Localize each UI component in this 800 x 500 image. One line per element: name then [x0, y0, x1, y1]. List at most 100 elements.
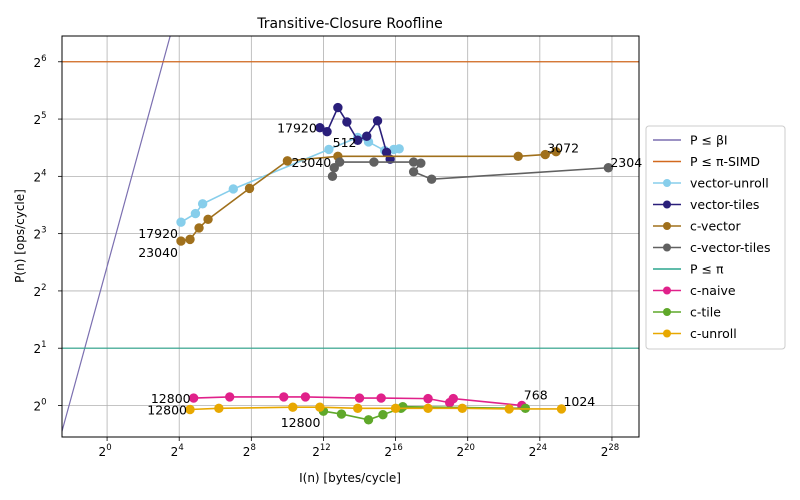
point-annotation: 12800: [281, 415, 321, 430]
legend-label: P ≤ π-SIMD: [690, 154, 760, 169]
c-vector-point: [513, 151, 523, 162]
legend-box: [645, 125, 786, 350]
y-axis-label: P(n) [ops/cycle]: [13, 189, 27, 283]
c-unroll-point: [214, 403, 224, 414]
c-unroll-point: [353, 403, 363, 414]
series-vector-tiles: [315, 102, 395, 164]
c-unroll-point: [457, 403, 467, 414]
vector-unroll-point: [324, 144, 334, 155]
vector-tiles-point: [353, 135, 363, 145]
y-tick-exponent: 5: [41, 111, 46, 121]
legend-label: c-vector: [690, 219, 742, 234]
legend-swatch-marker: [663, 243, 671, 252]
x-tick-exponent: 8: [250, 443, 255, 453]
c-vector-point: [194, 223, 204, 233]
c-vector-line: [180, 150, 557, 242]
c-vector-tiles-point: [334, 157, 345, 167]
legend-item-vector-unroll: vector-unroll: [653, 176, 769, 191]
data-series: [176, 102, 614, 425]
c-vector-tiles-point: [416, 158, 426, 168]
c-vector-point: [185, 234, 195, 245]
c-naive-point: [300, 392, 311, 402]
c-vector-tiles-point: [369, 157, 379, 167]
legend-item-c-naive: c-naive: [653, 283, 736, 298]
y-tick-exponent: 6: [41, 54, 46, 64]
legend-swatch-marker: [663, 179, 671, 187]
point-annotation: 17920: [138, 226, 178, 241]
c-unroll-line: [189, 406, 562, 411]
c-tile-point: [336, 409, 347, 419]
legend-swatch-marker: [663, 200, 671, 209]
c-vector-point: [551, 147, 561, 157]
c-unroll-point: [556, 404, 567, 414]
legend-swatch-marker: [663, 308, 671, 316]
x-axis-label: I(n) [bytes/cycle]: [299, 471, 401, 485]
legend-label: vector-tiles: [690, 197, 759, 212]
y-tick-exponent: 4: [41, 168, 46, 178]
vector-unroll-point: [176, 217, 186, 227]
x-tick-exponent: 16: [392, 443, 403, 453]
series-c-unroll: [185, 402, 567, 415]
vector-tiles-point: [315, 122, 325, 133]
vector-unroll-point: [394, 144, 404, 154]
legend-label: c-naive: [690, 283, 736, 298]
y-tick-exponent: 1: [41, 340, 46, 350]
legend-label: P ≤ βI: [690, 133, 728, 148]
legend-item-p-i: P ≤ βI: [653, 133, 728, 148]
vector-unroll-point: [228, 184, 238, 194]
legend-item-c-unroll: c-unroll: [653, 326, 737, 341]
c-naive-point: [279, 392, 289, 402]
c-tile-point: [363, 415, 374, 425]
legend-swatch-marker: [663, 329, 671, 338]
y-tick-exponent: 2: [41, 283, 46, 293]
legend-item-vector-tiles: vector-tiles: [653, 197, 759, 212]
x-tick-exponent: 28: [608, 443, 619, 453]
vector-tiles-point: [342, 117, 352, 127]
point-annotations: 1792051223040179202304030722304128001280…: [138, 121, 642, 431]
vector-tiles-point: [362, 131, 372, 141]
series-c-vector-tiles: [327, 157, 614, 184]
point-annotation: 17920: [277, 121, 317, 136]
vector-tiles-point: [333, 102, 343, 113]
point-annotation: 23040: [292, 155, 332, 170]
point-annotation: 3072: [547, 141, 579, 156]
c-vector-tiles-point: [327, 171, 338, 182]
c-unroll-point: [315, 402, 325, 412]
point-annotation: 768: [524, 388, 548, 403]
c-vector-point: [282, 156, 293, 166]
roof-lines: [62, 36, 639, 432]
legend-item-c-vector: c-vector: [653, 219, 742, 234]
roof-p-i: [62, 36, 171, 432]
c-naive-point: [354, 393, 365, 403]
legend-item-p: P ≤ π: [653, 262, 724, 277]
legend-label: c-unroll: [690, 326, 737, 341]
point-annotation: 12800: [147, 403, 187, 418]
legend: P ≤ βI P ≤ π-SIMD vector-unroll vector-tile…: [645, 125, 786, 350]
x-tick-exponent: 12: [320, 443, 331, 453]
c-naive-point: [224, 392, 235, 402]
point-annotation: 2304: [610, 155, 642, 170]
c-vector-point: [540, 149, 550, 160]
c-naive-point: [423, 393, 433, 404]
point-annotation: 1024: [563, 394, 595, 409]
c-unroll-point: [423, 403, 433, 414]
c-naive-point: [376, 393, 386, 403]
c-tile-point: [378, 409, 388, 420]
c-naive-point: [448, 393, 458, 404]
c-naive-point: [188, 393, 199, 403]
x-tick-exponent: 24: [536, 443, 547, 453]
c-vector-tiles-point: [426, 174, 437, 184]
vector-unroll-point: [190, 208, 201, 219]
legend-label: vector-unroll: [690, 176, 769, 191]
c-unroll-point: [185, 404, 195, 415]
c-unroll-point: [288, 402, 298, 412]
c-vector-point: [176, 236, 186, 246]
vector-tiles-point: [372, 116, 383, 126]
point-annotation: 12800: [151, 391, 191, 406]
y-tick-exponent: 0: [41, 397, 46, 407]
c-vector-point: [203, 214, 213, 225]
c-vector-tiles-point: [408, 167, 419, 177]
point-annotation: 23040: [138, 245, 178, 260]
chart-title: Transitive-Closure Roofline: [256, 16, 443, 32]
